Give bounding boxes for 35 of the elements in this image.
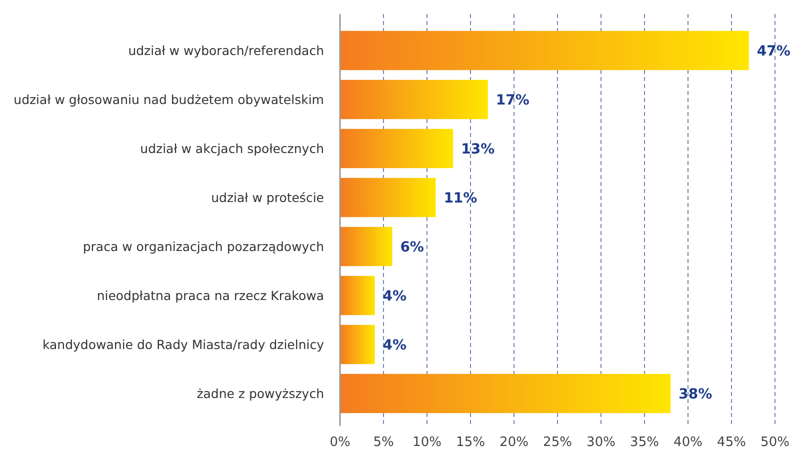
x-tick-label: 40% (674, 435, 702, 450)
bar (340, 128, 454, 168)
x-tick-label: 35% (630, 435, 659, 450)
bar (340, 276, 375, 316)
y-tick-label: udział w wyborach/referendach (128, 42, 324, 58)
x-tick-label: 20% (500, 435, 528, 450)
data-label: 47% (756, 43, 790, 60)
y-tick-label: udział w akcjach społecznych (140, 140, 324, 156)
data-label: 6% (400, 239, 424, 256)
x-tick-label: 30% (586, 435, 616, 450)
x-tick-label: 45% (717, 435, 746, 450)
x-tick-label: 10% (412, 435, 442, 450)
bar (340, 226, 392, 266)
y-tick-label: udział w głosowaniu nad budżetem obywatelskim (14, 92, 324, 107)
bar (340, 324, 375, 364)
data-label: 11% (444, 190, 478, 206)
x-tick-label: 15% (456, 435, 485, 450)
data-label: 38% (678, 386, 712, 402)
y-tick-label: udział w proteście (211, 190, 324, 205)
x-tick-label: 5% (373, 435, 394, 450)
y-tick-label: nieodpłatna praca na rzecz Krakowa (96, 288, 324, 303)
x-tick-label: 0% (330, 435, 350, 450)
y-tick-label: żadne z powyższych (196, 386, 324, 401)
data-label: 17% (496, 92, 530, 108)
data-label: 4% (382, 337, 407, 354)
y-tick-label: praca w organizacjach pozarządowych (82, 238, 324, 254)
data-label: 13% (461, 141, 495, 158)
bar (340, 374, 671, 414)
y-tick-label: kandydowanie do Rady Miasta/rady dzielnicy (42, 336, 325, 352)
x-tick-label: 25% (543, 435, 572, 450)
data-label: 4% (382, 288, 407, 304)
bar (340, 30, 749, 70)
bar (340, 80, 488, 120)
x-tick-label: 50% (760, 435, 790, 450)
bar (340, 178, 436, 218)
